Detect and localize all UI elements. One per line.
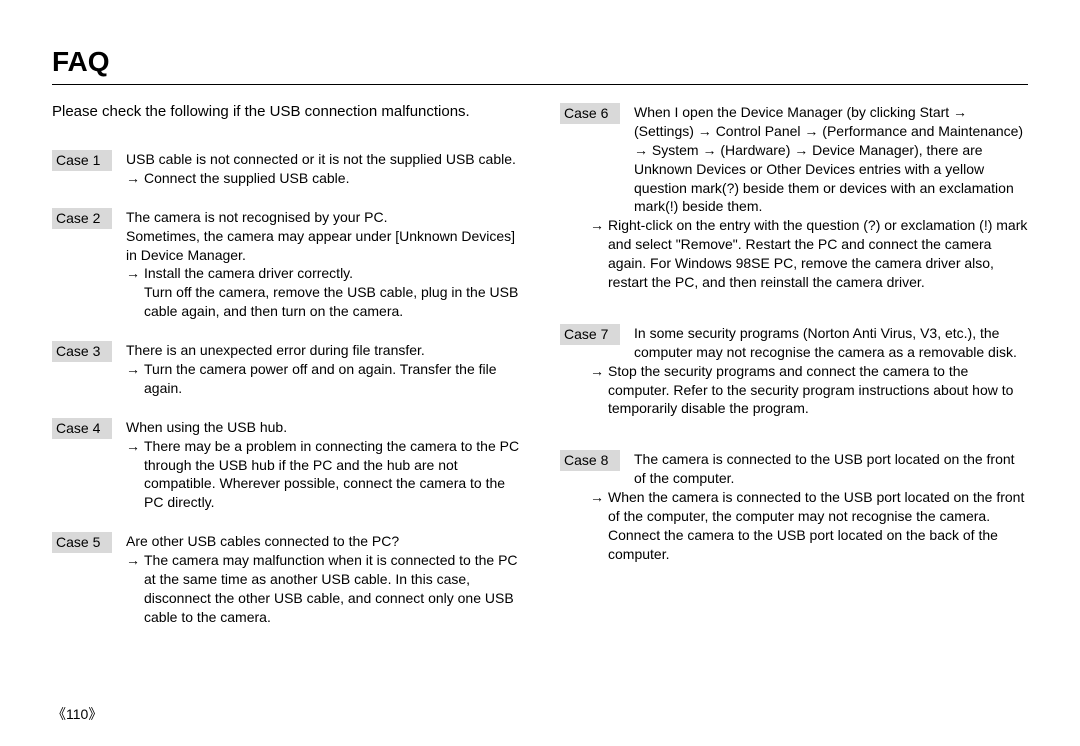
case-4: Case 4 When using the USB hub. → There m… [52, 418, 520, 512]
case-problem: USB cable is not connected or it is not … [126, 150, 520, 169]
case-body: The camera is connected to the USB port … [620, 450, 1028, 563]
title-rule [52, 84, 1028, 85]
case-label: Case 8 [560, 450, 620, 471]
case-solution: → Right-click on the entry with the ques… [590, 216, 1028, 292]
case-body: There is an unexpected error during file… [112, 341, 520, 398]
solution-text: Stop the security programs and connect t… [608, 362, 1028, 419]
case-problem: The camera is connected to the USB port … [634, 450, 1028, 488]
case-label: Case 6 [560, 103, 620, 124]
case-solution: → Install the camera driver correctly. T… [126, 264, 520, 321]
case-1: Case 1 USB cable is not connected or it … [52, 150, 520, 188]
case-body: Are other USB cables connected to the PC… [112, 532, 520, 626]
content-columns: Please check the following if the USB co… [52, 103, 1028, 647]
case-body: USB cable is not connected or it is not … [112, 150, 520, 188]
faq-page: FAQ Please check the following if the US… [0, 0, 1080, 746]
case-6: Case 6 When I open the Device Manager (b… [560, 103, 1028, 292]
case-3: Case 3 There is an unexpected error duri… [52, 341, 520, 398]
intro-text: Please check the following if the USB co… [52, 103, 520, 120]
arrow-icon: → [126, 437, 144, 456]
solution-text: Install the camera driver correctly. Tur… [144, 264, 520, 321]
case-label: Case 4 [52, 418, 112, 439]
page-number: 《110》 [52, 704, 102, 724]
case-problem: The camera is not recognised by your PC.… [126, 208, 520, 265]
case-solution: → When the camera is connected to the US… [590, 488, 1028, 564]
left-column: Please check the following if the USB co… [52, 103, 520, 647]
case-label: Case 1 [52, 150, 112, 171]
right-column: Case 6 When I open the Device Manager (b… [560, 103, 1028, 647]
case-7: Case 7 In some security programs (Norton… [560, 324, 1028, 418]
solution-text: When the camera is connected to the USB … [608, 488, 1028, 564]
case-solution: → There may be a problem in connecting t… [126, 437, 520, 513]
case-problem: There is an unexpected error during file… [126, 341, 520, 360]
case-body: The camera is not recognised by your PC.… [112, 208, 520, 321]
case-problem: In some security programs (Norton Anti V… [634, 324, 1028, 362]
page-title: FAQ [52, 46, 1028, 78]
case-label: Case 3 [52, 341, 112, 362]
case-solution: → Connect the supplied USB cable. [126, 169, 520, 188]
case-body: When I open the Device Manager (by click… [620, 103, 1028, 292]
case-2: Case 2 The camera is not recognised by y… [52, 208, 520, 321]
case-label: Case 7 [560, 324, 620, 345]
arrow-icon: → [590, 488, 608, 507]
case-solution: → Stop the security programs and connect… [590, 362, 1028, 419]
case-solution: → Turn the camera power off and on again… [126, 360, 520, 398]
arrow-icon: → [126, 264, 144, 283]
solution-text: There may be a problem in connecting the… [144, 437, 520, 513]
solution-text: The camera may malfunction when it is co… [144, 551, 520, 627]
case-problem: When I open the Device Manager (by click… [634, 103, 1028, 216]
arrow-icon: → [590, 362, 608, 381]
case-label: Case 2 [52, 208, 112, 229]
case-8: Case 8 The camera is connected to the US… [560, 450, 1028, 563]
solution-text: Turn the camera power off and on again. … [144, 360, 520, 398]
case-problem: When using the USB hub. [126, 418, 520, 437]
arrow-icon: → [126, 551, 144, 570]
case-problem: Are other USB cables connected to the PC… [126, 532, 520, 551]
case-label: Case 5 [52, 532, 112, 553]
arrow-icon: → [126, 360, 144, 379]
case-5: Case 5 Are other USB cables connected to… [52, 532, 520, 626]
case-solution: → The camera may malfunction when it is … [126, 551, 520, 627]
solution-text: Right-click on the entry with the questi… [608, 216, 1028, 292]
case-body: When using the USB hub. → There may be a… [112, 418, 520, 512]
arrow-icon: → [126, 169, 144, 188]
case-body: In some security programs (Norton Anti V… [620, 324, 1028, 418]
arrow-icon: → [590, 216, 608, 235]
solution-text: Connect the supplied USB cable. [144, 169, 520, 188]
